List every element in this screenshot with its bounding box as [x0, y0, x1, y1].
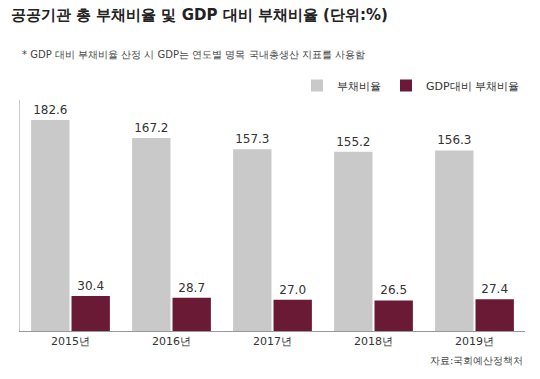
- svg-text:자료:국회예산정책처: 자료:국회예산정책처: [430, 355, 523, 366]
- svg-text:27.4: 27.4: [481, 282, 508, 296]
- svg-text:27.0: 27.0: [279, 283, 306, 297]
- svg-text:26.5: 26.5: [380, 283, 407, 297]
- svg-text:157.3: 157.3: [235, 132, 269, 146]
- svg-text:공공기관 총 부채비율 및 GDP 대비 부채비율 (단위:: 공공기관 총 부채비율 및 GDP 대비 부채비율 (단위:%): [11, 6, 388, 24]
- svg-text:2019년: 2019년: [455, 335, 494, 348]
- svg-text:* GDP 대비 부채비율 산정 시 GDP는 연도별 명목: * GDP 대비 부채비율 산정 시 GDP는 연도별 명목 국내총생산 지표를…: [22, 49, 365, 60]
- svg-text:155.2: 155.2: [336, 135, 370, 149]
- svg-text:182.6: 182.6: [33, 103, 67, 117]
- svg-text:2018년: 2018년: [354, 335, 393, 348]
- svg-text:2017년: 2017년: [253, 335, 292, 348]
- svg-text:28.7: 28.7: [178, 281, 205, 295]
- svg-text:부채비율: 부채비율: [337, 80, 381, 93]
- svg-text:2015년: 2015년: [51, 335, 90, 348]
- svg-text:167.2: 167.2: [134, 121, 168, 135]
- svg-text:GDP대비 부채비율: GDP대비 부채비율: [426, 80, 519, 93]
- svg-text:30.4: 30.4: [77, 279, 104, 293]
- svg-text:2016년: 2016년: [152, 335, 191, 348]
- svg-text:156.3: 156.3: [437, 133, 471, 147]
